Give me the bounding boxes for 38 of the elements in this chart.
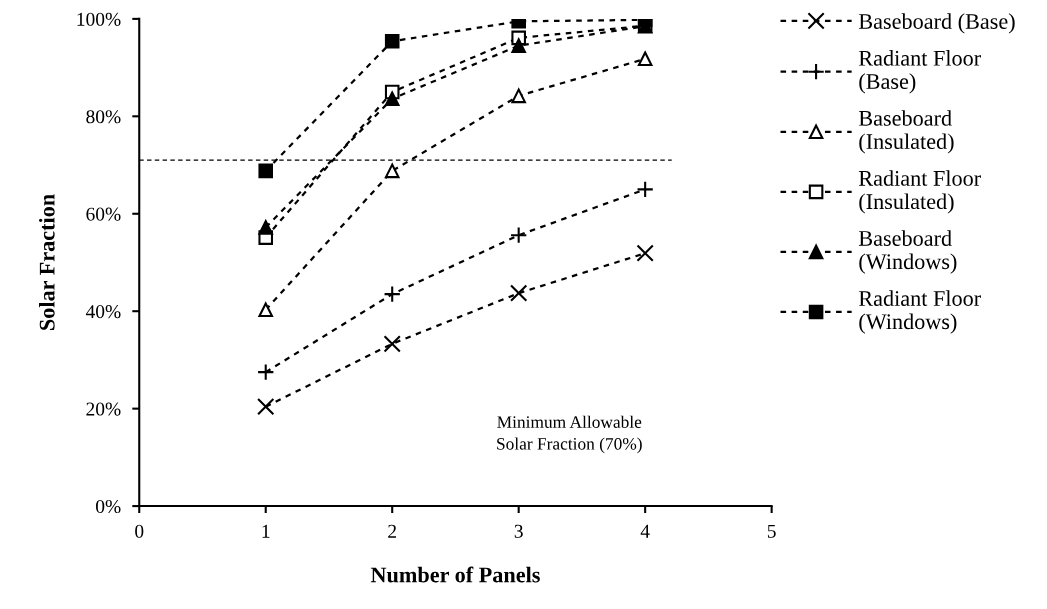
point bbox=[258, 302, 274, 318]
point bbox=[257, 398, 275, 416]
x-tick-label: 1 bbox=[262, 524, 270, 538]
point bbox=[383, 285, 401, 303]
y-tick-label: 20% bbox=[86, 402, 121, 416]
legend-label: Baseboard (Windows) bbox=[858, 230, 957, 274]
legend-label: Radiant Floor (Insulated) bbox=[858, 170, 981, 214]
x-axis-title: Number of Panels bbox=[370, 566, 540, 583]
y-axis-title: Solar Fraction bbox=[39, 194, 55, 330]
legend-label: Radiant Floor (Base) bbox=[858, 50, 981, 94]
point bbox=[384, 91, 400, 107]
x-tick-label: 3 bbox=[514, 524, 523, 538]
point bbox=[384, 163, 400, 179]
point bbox=[384, 34, 400, 49]
y-tick-label: 100% bbox=[77, 12, 121, 26]
point bbox=[511, 88, 526, 104]
y-tick-label: 80% bbox=[86, 110, 121, 124]
y-tick-label: 40% bbox=[85, 305, 121, 319]
legend-label: Baseboard (Insulated) bbox=[858, 110, 954, 154]
point bbox=[257, 363, 275, 381]
point bbox=[510, 284, 528, 302]
x-tick-label: 2 bbox=[388, 524, 396, 538]
point bbox=[636, 180, 654, 199]
annotation: Minimum Allowable Solar Fraction (70%) bbox=[497, 415, 642, 454]
point bbox=[637, 51, 653, 67]
point bbox=[636, 244, 654, 262]
x-tick-label: 4 bbox=[640, 524, 650, 538]
x-tick-label: 5 bbox=[767, 524, 776, 538]
point bbox=[510, 226, 528, 244]
y-tick-label: 0% bbox=[96, 499, 121, 514]
point bbox=[258, 163, 274, 179]
x-tick-label: 0 bbox=[135, 524, 144, 538]
legend-label: Baseboard (Base) bbox=[858, 13, 1015, 34]
y-tick-label: 60% bbox=[86, 207, 121, 221]
point bbox=[383, 335, 401, 353]
point bbox=[258, 220, 274, 235]
point bbox=[511, 38, 526, 53]
legend-label: Radiant Floor (Windows) bbox=[858, 290, 981, 334]
